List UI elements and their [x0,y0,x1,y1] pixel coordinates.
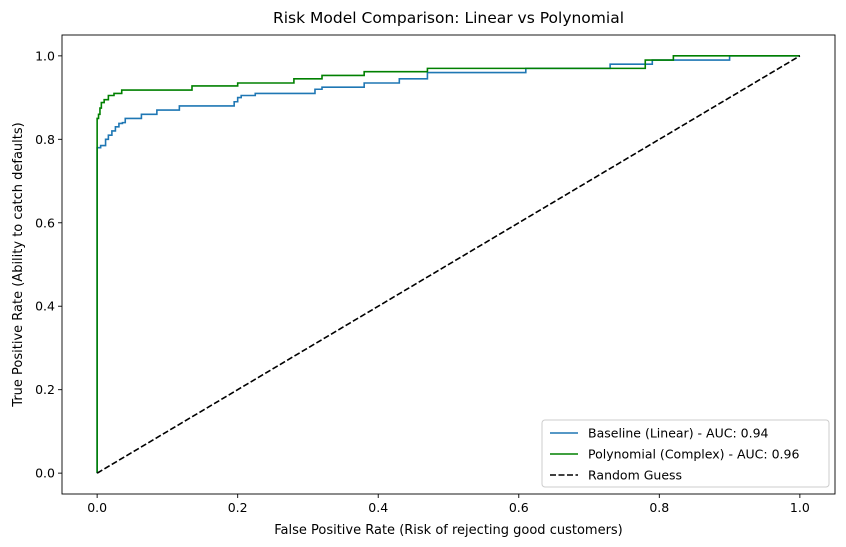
legend-label: Baseline (Linear) - AUC: 0.94 [588,426,769,441]
y-tick-label: 0.6 [35,215,55,230]
chart-title: Risk Model Comparison: Linear vs Polynom… [273,9,624,27]
legend-label: Polynomial (Complex) - AUC: 0.96 [588,447,799,462]
legend-box [541,419,830,488]
y-tick-label: 0.8 [35,132,55,147]
legend-label: Random Guess [588,468,682,483]
plot-frame [61,34,836,495]
x-tick-label: 0.6 [509,500,529,515]
series-layer [96,55,801,474]
x-tick-label: 0.8 [649,500,669,515]
y-tick-label: 0.0 [35,466,55,481]
series-line-2 [96,55,801,474]
x-tick-label: 0.0 [87,500,107,515]
y-tick-label: 0.2 [35,382,55,397]
y-tick-label: 0.4 [35,299,55,314]
x-tick-label: 1.0 [790,500,810,515]
series-line-0 [96,55,800,474]
series-line-1 [96,55,800,474]
y-axis-label: True Positive Rate (Ability to catch def… [11,122,26,407]
x-tick-label: 0.4 [368,500,388,515]
legend: Baseline (Linear) - AUC: 0.94 Polynomial … [541,419,830,488]
x-axis-ticks: 0.0 0.2 0.4 0.6 0.8 1.0 [87,494,810,515]
x-axis-label: False Positive Rate (Risk of rejecting g… [274,523,623,538]
x-tick-label: 0.2 [228,500,248,515]
y-axis-ticks: 0.0 0.2 0.4 0.6 0.8 1.0 [35,48,62,481]
y-tick-label: 1.0 [35,48,55,63]
